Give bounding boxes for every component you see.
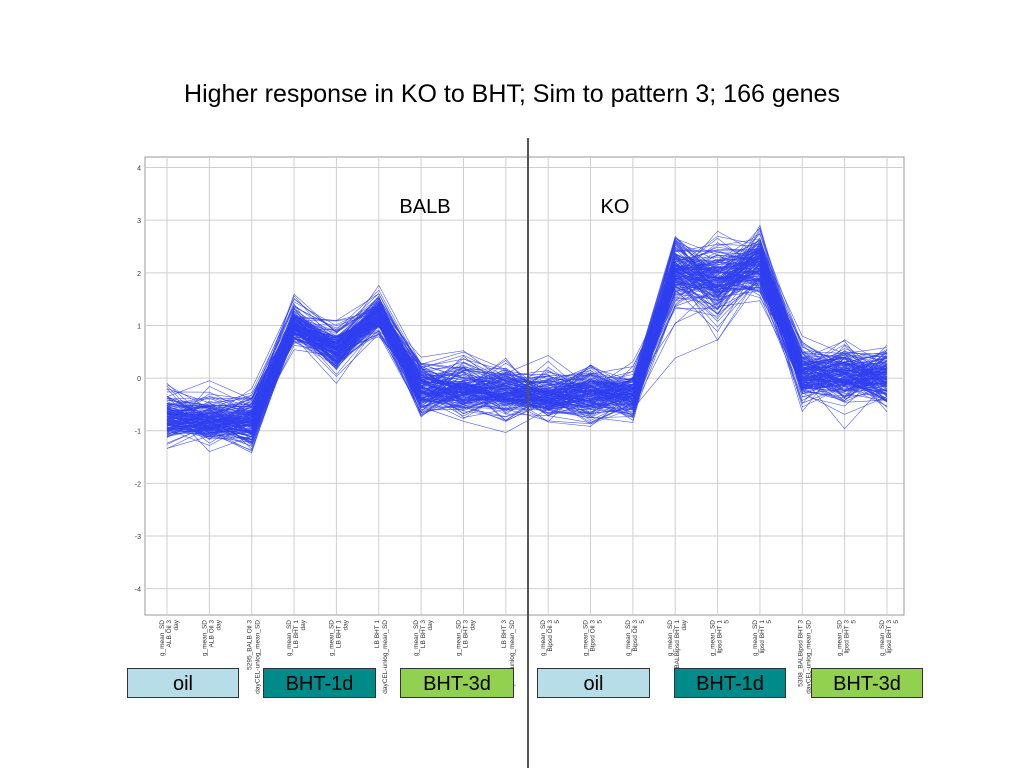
- y-tick-label: 2: [137, 271, 141, 278]
- svg-text:Bipsd Oil 3: Bipsd Oil 3: [590, 620, 597, 652]
- x-tick-label: g_mean_SD LB BHT 3 day: [455, 619, 476, 656]
- svg-text:ALB Oil 3: ALB Oil 3: [208, 620, 215, 648]
- svg-text:day: day: [215, 619, 222, 630]
- svg-text:g_mean_SD: g_mean_SD: [667, 620, 674, 656]
- svg-text:5308_BALBipsd BHT 3: 5308_BALBipsd BHT 3: [797, 620, 804, 687]
- svg-text:day: day: [427, 619, 434, 630]
- svg-text:LB BHT 3: LB BHT 3: [501, 620, 508, 648]
- svg-text:g_mean_SD: g_mean_SD: [413, 620, 420, 656]
- svg-text:g_mean_SD: g_mean_SD: [583, 620, 590, 656]
- y-tick-label: 1: [137, 323, 141, 330]
- condition-box-bht-1d: BHT-1d: [674, 668, 786, 698]
- svg-text:g_mean_SD: g_mean_SD: [625, 620, 632, 656]
- svg-text:LB BHT 3: LB BHT 3: [462, 620, 469, 648]
- svg-text:dayCEL-unlog_mean_SD: dayCEL-unlog_mean_SD: [255, 620, 262, 694]
- x-tick-label: g_mean_SD LB BHT 3 day: [413, 619, 434, 656]
- svg-text:g_mean_SD: g_mean_SD: [201, 620, 208, 656]
- svg-text:g_mean_SD: g_mean_SD: [752, 620, 759, 656]
- x-tick-label: g_mean_SD LB BHT 1 day: [328, 619, 349, 656]
- svg-text:g_mean_SD: g_mean_SD: [159, 620, 166, 656]
- condition-box-oil: oil: [127, 668, 239, 698]
- svg-text:g_mean_SD: g_mean_SD: [710, 620, 717, 656]
- svg-text:day: day: [681, 619, 688, 630]
- y-tick-label: -2: [135, 481, 141, 488]
- condition-box-oil: oil: [537, 668, 650, 698]
- svg-text:day: day: [173, 619, 180, 630]
- svg-text:5: 5: [554, 620, 561, 624]
- svg-text:5: 5: [766, 620, 773, 624]
- svg-text:LB BHT 1: LB BHT 1: [374, 620, 381, 648]
- x-tick-label: LB BHT 1 dayCEL-unlog_mean_SD: [374, 620, 389, 694]
- svg-text:g_mean_SD: g_mean_SD: [455, 620, 462, 656]
- condition-box-bht-3d: BHT-3d: [400, 668, 514, 698]
- svg-text:g_mean_SD: g_mean_SD: [837, 620, 844, 656]
- svg-text:LB BHT 1: LB BHT 1: [293, 620, 300, 648]
- group-label-balb: BALB: [399, 196, 450, 218]
- svg-text:g_mean_SD: g_mean_SD: [328, 620, 335, 656]
- y-tick-label: 4: [137, 166, 141, 173]
- svg-text:5: 5: [639, 620, 646, 624]
- x-tick-label: g_mean_SD ALB Oil 3 day: [201, 619, 222, 656]
- y-tick-label: -3: [135, 534, 141, 541]
- svg-text:g_mean_SD: g_mean_SD: [540, 620, 547, 656]
- x-tick-label: g_mean_SD LB BHT 1 day: [286, 619, 307, 656]
- svg-text:lipsd BHT 1: lipsd BHT 1: [759, 620, 766, 654]
- svg-text:dayCEL-unlog_mean_SD: dayCEL-unlog_mean_SD: [805, 620, 812, 694]
- slide-title: Higher response in KO to BHT; Sim to pat…: [184, 80, 840, 108]
- svg-text:day: day: [469, 619, 476, 630]
- svg-text:Bipsd Oil 3: Bipsd Oil 3: [632, 620, 639, 652]
- svg-text:5: 5: [893, 620, 900, 624]
- svg-text:LB BHT 3: LB BHT 3: [420, 620, 427, 648]
- y-tick-label: 3: [137, 218, 141, 225]
- svg-text:lipsd BHT 1: lipsd BHT 1: [717, 620, 724, 654]
- svg-text:5305_BALBipsd BHT 1: 5305_BALBipsd BHT 1: [674, 620, 681, 687]
- y-tick-label: -4: [135, 587, 141, 594]
- svg-text:g_mean_SD: g_mean_SD: [879, 620, 886, 656]
- svg-text:dayCEL-unlog_mean_SD: dayCEL-unlog_mean_SD: [509, 620, 516, 694]
- x-tick-label: g_mean_SD 5305_BALBipsd BHT 1 day: [667, 619, 688, 686]
- svg-text:lipsd BHT 3: lipsd BHT 3: [844, 620, 851, 654]
- svg-text:5: 5: [597, 620, 604, 624]
- svg-text:lipsd BHT 3: lipsd BHT 3: [886, 620, 893, 654]
- svg-text:5295_BALB Oil 3: 5295_BALB Oil 3: [247, 620, 254, 670]
- condition-box-bht-3d: BHT-3d: [811, 668, 923, 698]
- y-tick-label: -1: [135, 429, 141, 436]
- annotations: BALB KO: [399, 196, 629, 218]
- group-label-ko: KO: [601, 196, 630, 218]
- y-tick-label: 0: [137, 376, 141, 383]
- svg-text:day: day: [300, 619, 307, 630]
- svg-text:dayCEL-unlog_mean_SD: dayCEL-unlog_mean_SD: [382, 620, 389, 694]
- x-tick-label: 5295_BALB Oil 3 dayCEL-unlog_mean_SD: [247, 620, 262, 694]
- svg-text:5: 5: [851, 620, 858, 624]
- svg-text:day: day: [342, 619, 349, 630]
- svg-text:ALB Oil 3: ALB Oil 3: [166, 620, 173, 648]
- svg-text:5: 5: [724, 620, 731, 624]
- x-tick-label: g_mean_SD ALB Oil 3 day: [159, 619, 180, 656]
- x-tick-label: LB BHT 3 dayCEL-unlog_mean_SD: [501, 620, 516, 694]
- condition-box-bht-1d: BHT-1d: [263, 668, 376, 698]
- svg-text:LB BHT 1: LB BHT 1: [335, 620, 342, 648]
- x-tick-label: 5308_BALBipsd BHT 3 dayCEL-unlog_mean_SD: [797, 620, 812, 694]
- svg-text:g_mean_SD: g_mean_SD: [286, 620, 293, 656]
- svg-text:Bipsd Oil 3: Bipsd Oil 3: [547, 620, 554, 652]
